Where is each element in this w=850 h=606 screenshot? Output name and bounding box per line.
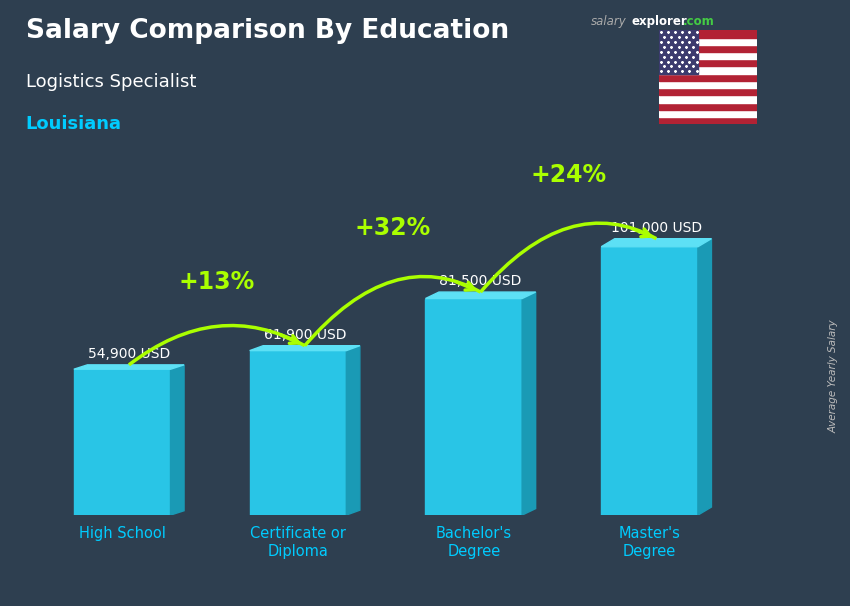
Bar <box>659 95 756 102</box>
Bar <box>250 351 346 515</box>
Bar <box>659 30 756 38</box>
Bar <box>659 30 698 74</box>
Polygon shape <box>522 292 536 515</box>
Text: 81,500 USD: 81,500 USD <box>439 274 522 288</box>
Text: +32%: +32% <box>354 216 431 240</box>
Polygon shape <box>74 365 184 369</box>
Bar <box>659 117 756 124</box>
Text: 61,900 USD: 61,900 USD <box>264 328 346 342</box>
Bar <box>659 38 756 45</box>
Bar <box>659 59 756 67</box>
Bar <box>74 369 171 515</box>
Bar <box>659 81 756 88</box>
Bar <box>659 110 756 117</box>
Text: +24%: +24% <box>530 163 607 187</box>
Polygon shape <box>601 239 711 247</box>
Bar <box>426 299 522 515</box>
Text: 101,000 USD: 101,000 USD <box>611 221 702 235</box>
Polygon shape <box>250 345 360 351</box>
Text: .com: .com <box>683 15 714 28</box>
Bar <box>659 88 756 95</box>
Polygon shape <box>698 239 711 515</box>
Polygon shape <box>346 345 360 515</box>
Text: Logistics Specialist: Logistics Specialist <box>26 73 196 91</box>
Bar <box>659 102 756 110</box>
Text: salary: salary <box>591 15 626 28</box>
Text: Average Yearly Salary: Average Yearly Salary <box>829 319 839 433</box>
Bar <box>659 67 756 74</box>
Text: explorer: explorer <box>632 15 688 28</box>
Text: +13%: +13% <box>178 270 255 294</box>
Bar <box>601 247 698 515</box>
Polygon shape <box>171 365 184 515</box>
Bar <box>659 74 756 81</box>
Text: 54,900 USD: 54,900 USD <box>88 347 170 361</box>
Text: Salary Comparison By Education: Salary Comparison By Education <box>26 18 508 44</box>
Text: Louisiana: Louisiana <box>26 115 122 133</box>
Bar <box>659 45 756 52</box>
Bar <box>659 52 756 59</box>
Polygon shape <box>426 292 536 299</box>
